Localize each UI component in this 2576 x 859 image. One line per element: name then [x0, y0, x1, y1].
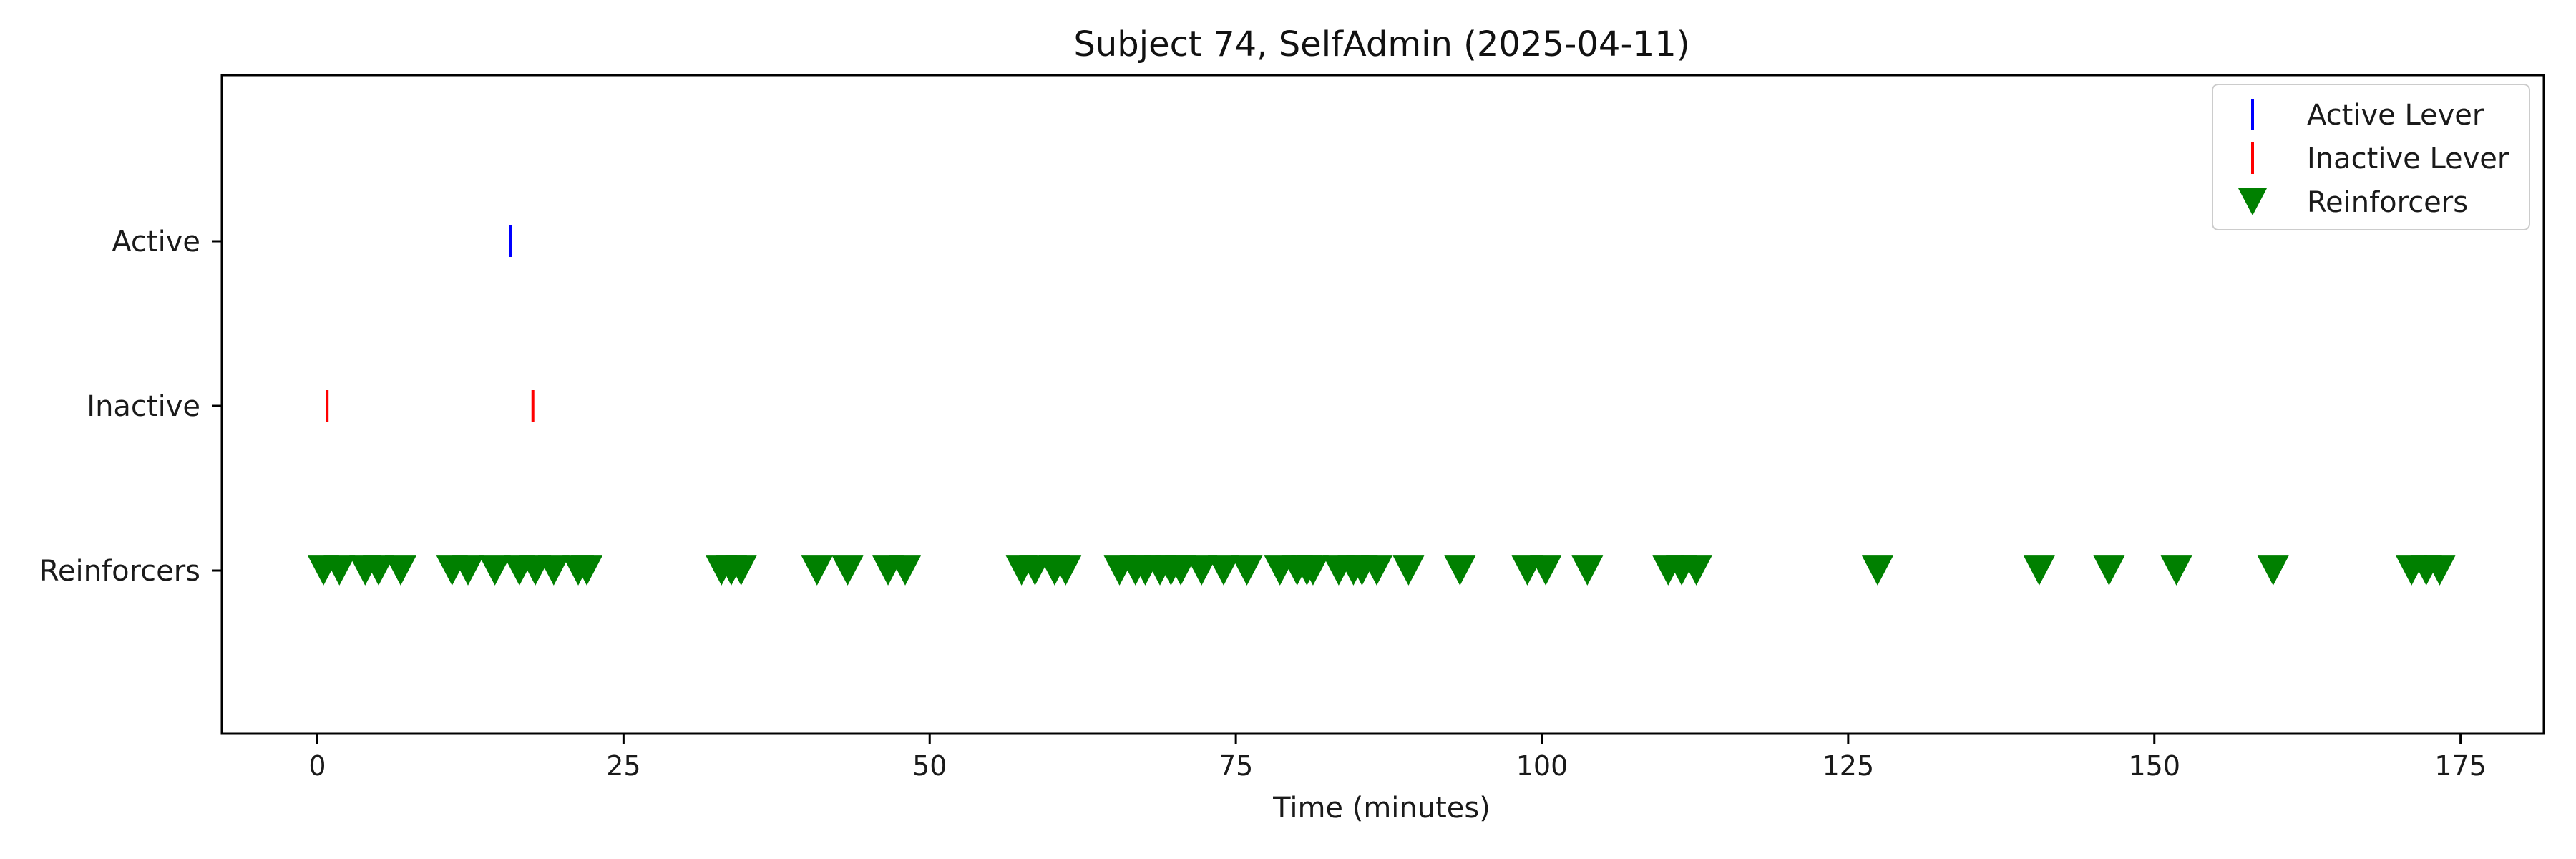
x-tick-label: 25 — [606, 750, 640, 782]
reinforcer-marker — [1530, 555, 1562, 586]
y-category-label: Active — [112, 225, 200, 258]
reinforcer-marker — [537, 555, 570, 586]
legend-frame — [2212, 84, 2530, 230]
y-axis-ticks: Active Inactive Reinforcers — [39, 225, 222, 588]
y-category-label: Inactive — [87, 390, 200, 423]
reinforcer-marker — [1571, 555, 1604, 586]
reinforcer-marker — [2257, 555, 2289, 586]
x-tick-label: 100 — [1516, 750, 1568, 782]
reinforcer-marker — [571, 555, 603, 586]
reinforcer-marker — [1231, 555, 1263, 586]
reinforcer-marker — [479, 555, 511, 586]
reinforcer-marker — [801, 555, 833, 586]
reinforcer-marker — [384, 555, 416, 586]
x-tick-label: 75 — [1219, 750, 1253, 782]
reinforcer-marker — [1165, 555, 1197, 586]
reinforcer-marker — [2160, 555, 2192, 586]
legend-swatch — [2238, 188, 2267, 215]
plot-area-frame — [220, 74, 2545, 735]
reinforcer-marker — [2424, 555, 2456, 586]
chart-title: Subject 74, SelfAdmin (2025-04-11) — [1073, 24, 1689, 64]
plot-marks — [308, 225, 2456, 586]
reinforcer-marker — [363, 555, 395, 586]
x-tick-label: 150 — [2128, 750, 2180, 782]
x-tick-label: 125 — [1823, 750, 1875, 782]
reinforcer-marker — [1444, 555, 1476, 586]
reinforcer-marker — [1680, 555, 1712, 586]
reinforcer-marker — [323, 555, 356, 586]
reinforcer-marker — [2093, 555, 2125, 586]
x-tick-label: 175 — [2434, 750, 2487, 782]
chart-legend: Active Lever Inactive Lever Reinforcers — [2212, 84, 2530, 230]
reinforcer-marker — [1392, 555, 1425, 586]
reinforcer-marker — [1360, 555, 1392, 586]
reinforcer-marker — [831, 555, 864, 586]
reinforcer-marker — [1297, 555, 1329, 586]
reinforcer-marker — [1208, 555, 1240, 586]
reinforcer-marker — [1861, 555, 1893, 586]
reinforcer-marker — [1186, 555, 1218, 586]
legend-items: Active Lever Inactive Lever Reinforcers — [2238, 99, 2509, 219]
legend-label: Inactive Lever — [2307, 142, 2509, 175]
x-axis-label: Time (minutes) — [1272, 792, 1491, 825]
x-tick-label: 50 — [912, 750, 947, 782]
x-tick-label: 0 — [308, 750, 326, 782]
reinforcer-marker — [725, 555, 757, 586]
reinforcer-marker — [2023, 555, 2055, 586]
reinforcer-marker — [452, 555, 484, 586]
y-category-label: Reinforcers — [39, 555, 200, 588]
reinforcer-marker — [889, 555, 922, 586]
x-axis-ticks: 0 25 50 75 100 125 150 175 — [308, 734, 2487, 782]
legend-label: Active Lever — [2307, 99, 2484, 132]
reinforcer-marker — [1050, 555, 1082, 586]
legend-label: Reinforcers — [2307, 186, 2468, 219]
